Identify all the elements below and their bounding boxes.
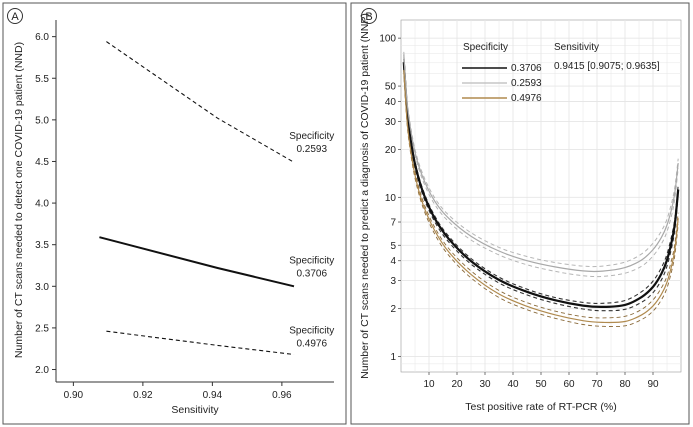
a-x-tick-label: 0.94 bbox=[203, 390, 223, 401]
b-series-line-6 bbox=[403, 57, 679, 278]
a-annotation-value-3: 0.4976 bbox=[296, 339, 327, 350]
a-annotation-title-2: Specificity bbox=[289, 256, 334, 267]
legend-title: Specificity bbox=[463, 42, 508, 53]
panel-b-label: B bbox=[365, 11, 372, 23]
b-x-tick-label: 70 bbox=[591, 379, 603, 390]
b-series-line-1 bbox=[402, 62, 680, 309]
b-y-tick-label: 100 bbox=[379, 34, 396, 45]
panel-a-label: A bbox=[11, 11, 19, 23]
a-annotation-title-1: Specificity bbox=[289, 131, 334, 142]
a-y-tick-label: 3.0 bbox=[35, 282, 49, 293]
b-y-tick-label: 1 bbox=[390, 352, 396, 363]
b-x-tick-label: 50 bbox=[535, 379, 547, 390]
a-y-tick-label: 5.0 bbox=[35, 115, 49, 126]
a-annotation-title-3: Specificity bbox=[289, 326, 334, 337]
b-x-tick-label: 30 bbox=[479, 379, 491, 390]
a-x-ticks: 0.90 0.92 0.94 0.96 bbox=[64, 382, 292, 401]
a-y-axis-label: Number of CT scans needed to detect one … bbox=[13, 42, 25, 358]
b-x-tick-label: 10 bbox=[423, 379, 435, 390]
b-series-line-9 bbox=[403, 73, 679, 328]
b-series-line-4 bbox=[403, 54, 679, 273]
a-y-tick-label: 5.5 bbox=[35, 74, 49, 85]
b-series-line-3 bbox=[403, 66, 679, 312]
a-x-tick-label: 0.96 bbox=[272, 390, 292, 401]
a-x-axis-label: Sensitivity bbox=[171, 404, 219, 416]
b-x-tick-label: 90 bbox=[647, 379, 659, 390]
panel-b-badge bbox=[361, 8, 377, 24]
a-lines bbox=[99, 41, 295, 356]
b-grid bbox=[401, 20, 681, 372]
b-y-tick-label: 5 bbox=[390, 241, 396, 252]
b-x-tick-label: 80 bbox=[619, 379, 631, 390]
legend-sensitivity-value: 0.9415 [0.9075; 0.9635] bbox=[554, 61, 660, 72]
b-y-axis-label: Number of CT scans needed to predict a d… bbox=[359, 13, 371, 379]
b-x-tick-label: 40 bbox=[507, 379, 519, 390]
a-y-ticks: 2.0 2.5 3.0 3.5 4.0 4.5 5.0 5.5 6.0 bbox=[35, 32, 56, 376]
b-series-line-7 bbox=[403, 70, 679, 324]
legend-entry-3: 0.4976 bbox=[511, 93, 542, 104]
b-legend: Specificity 0.3706 0.2593 0.4976 Sensiti… bbox=[462, 42, 660, 104]
panel-a-frame bbox=[2, 2, 347, 425]
b-lines bbox=[402, 51, 680, 328]
panel-a-badge bbox=[7, 8, 23, 24]
b-y-tick-label: 10 bbox=[385, 193, 397, 204]
a-series-line-2 bbox=[99, 236, 295, 288]
a-annotation-value-1: 0.2593 bbox=[296, 144, 327, 155]
a-y-tick-label: 3.5 bbox=[35, 240, 49, 251]
b-y-tick-label: 3 bbox=[390, 276, 396, 287]
b-x-tick-label: 20 bbox=[451, 379, 463, 390]
a-annotation-value-2: 0.3706 bbox=[296, 269, 327, 280]
b-y-tick-label: 20 bbox=[385, 145, 397, 156]
legend-entry-1: 0.3706 bbox=[511, 63, 542, 74]
a-series-line-1 bbox=[106, 41, 295, 163]
b-y-tick-label: 2 bbox=[390, 304, 396, 315]
legend-sensitivity-title: Sensitivity bbox=[554, 42, 599, 53]
a-y-tick-label: 2.0 bbox=[35, 365, 49, 376]
panel-b-frame bbox=[350, 2, 690, 425]
b-x-axis-label: Test positive rate of RT-PCR (%) bbox=[465, 401, 617, 413]
a-y-tick-label: 6.0 bbox=[35, 32, 49, 43]
a-x-tick-label: 0.90 bbox=[64, 390, 84, 401]
a-x-tick-label: 0.92 bbox=[133, 390, 153, 401]
a-y-tick-label: 4.0 bbox=[35, 199, 49, 210]
legend-entry-2: 0.2593 bbox=[511, 78, 542, 89]
a-series-line-3 bbox=[106, 330, 295, 356]
b-y-tick-label: 7 bbox=[390, 218, 396, 229]
b-y-tick-label: 4 bbox=[390, 256, 396, 267]
b-y-tick-label: 50 bbox=[385, 82, 397, 93]
a-y-tick-label: 2.5 bbox=[35, 323, 49, 334]
b-y-ticks: 1 2 3 4 5 7 10 20 30 40 50 100 bbox=[379, 34, 401, 363]
b-series-line-8 bbox=[403, 66, 679, 319]
b-x-ticks: 10 20 30 40 50 60 70 80 90 bbox=[423, 372, 659, 390]
b-series-line-5 bbox=[403, 51, 679, 268]
b-y-tick-label: 40 bbox=[385, 97, 397, 108]
b-y-tick-label: 30 bbox=[385, 117, 397, 128]
a-annotations: Specificity 0.2593 Specificity 0.3706 Specif… bbox=[289, 131, 334, 350]
b-x-tick-label: 60 bbox=[563, 379, 575, 390]
a-y-tick-label: 4.5 bbox=[35, 157, 49, 168]
